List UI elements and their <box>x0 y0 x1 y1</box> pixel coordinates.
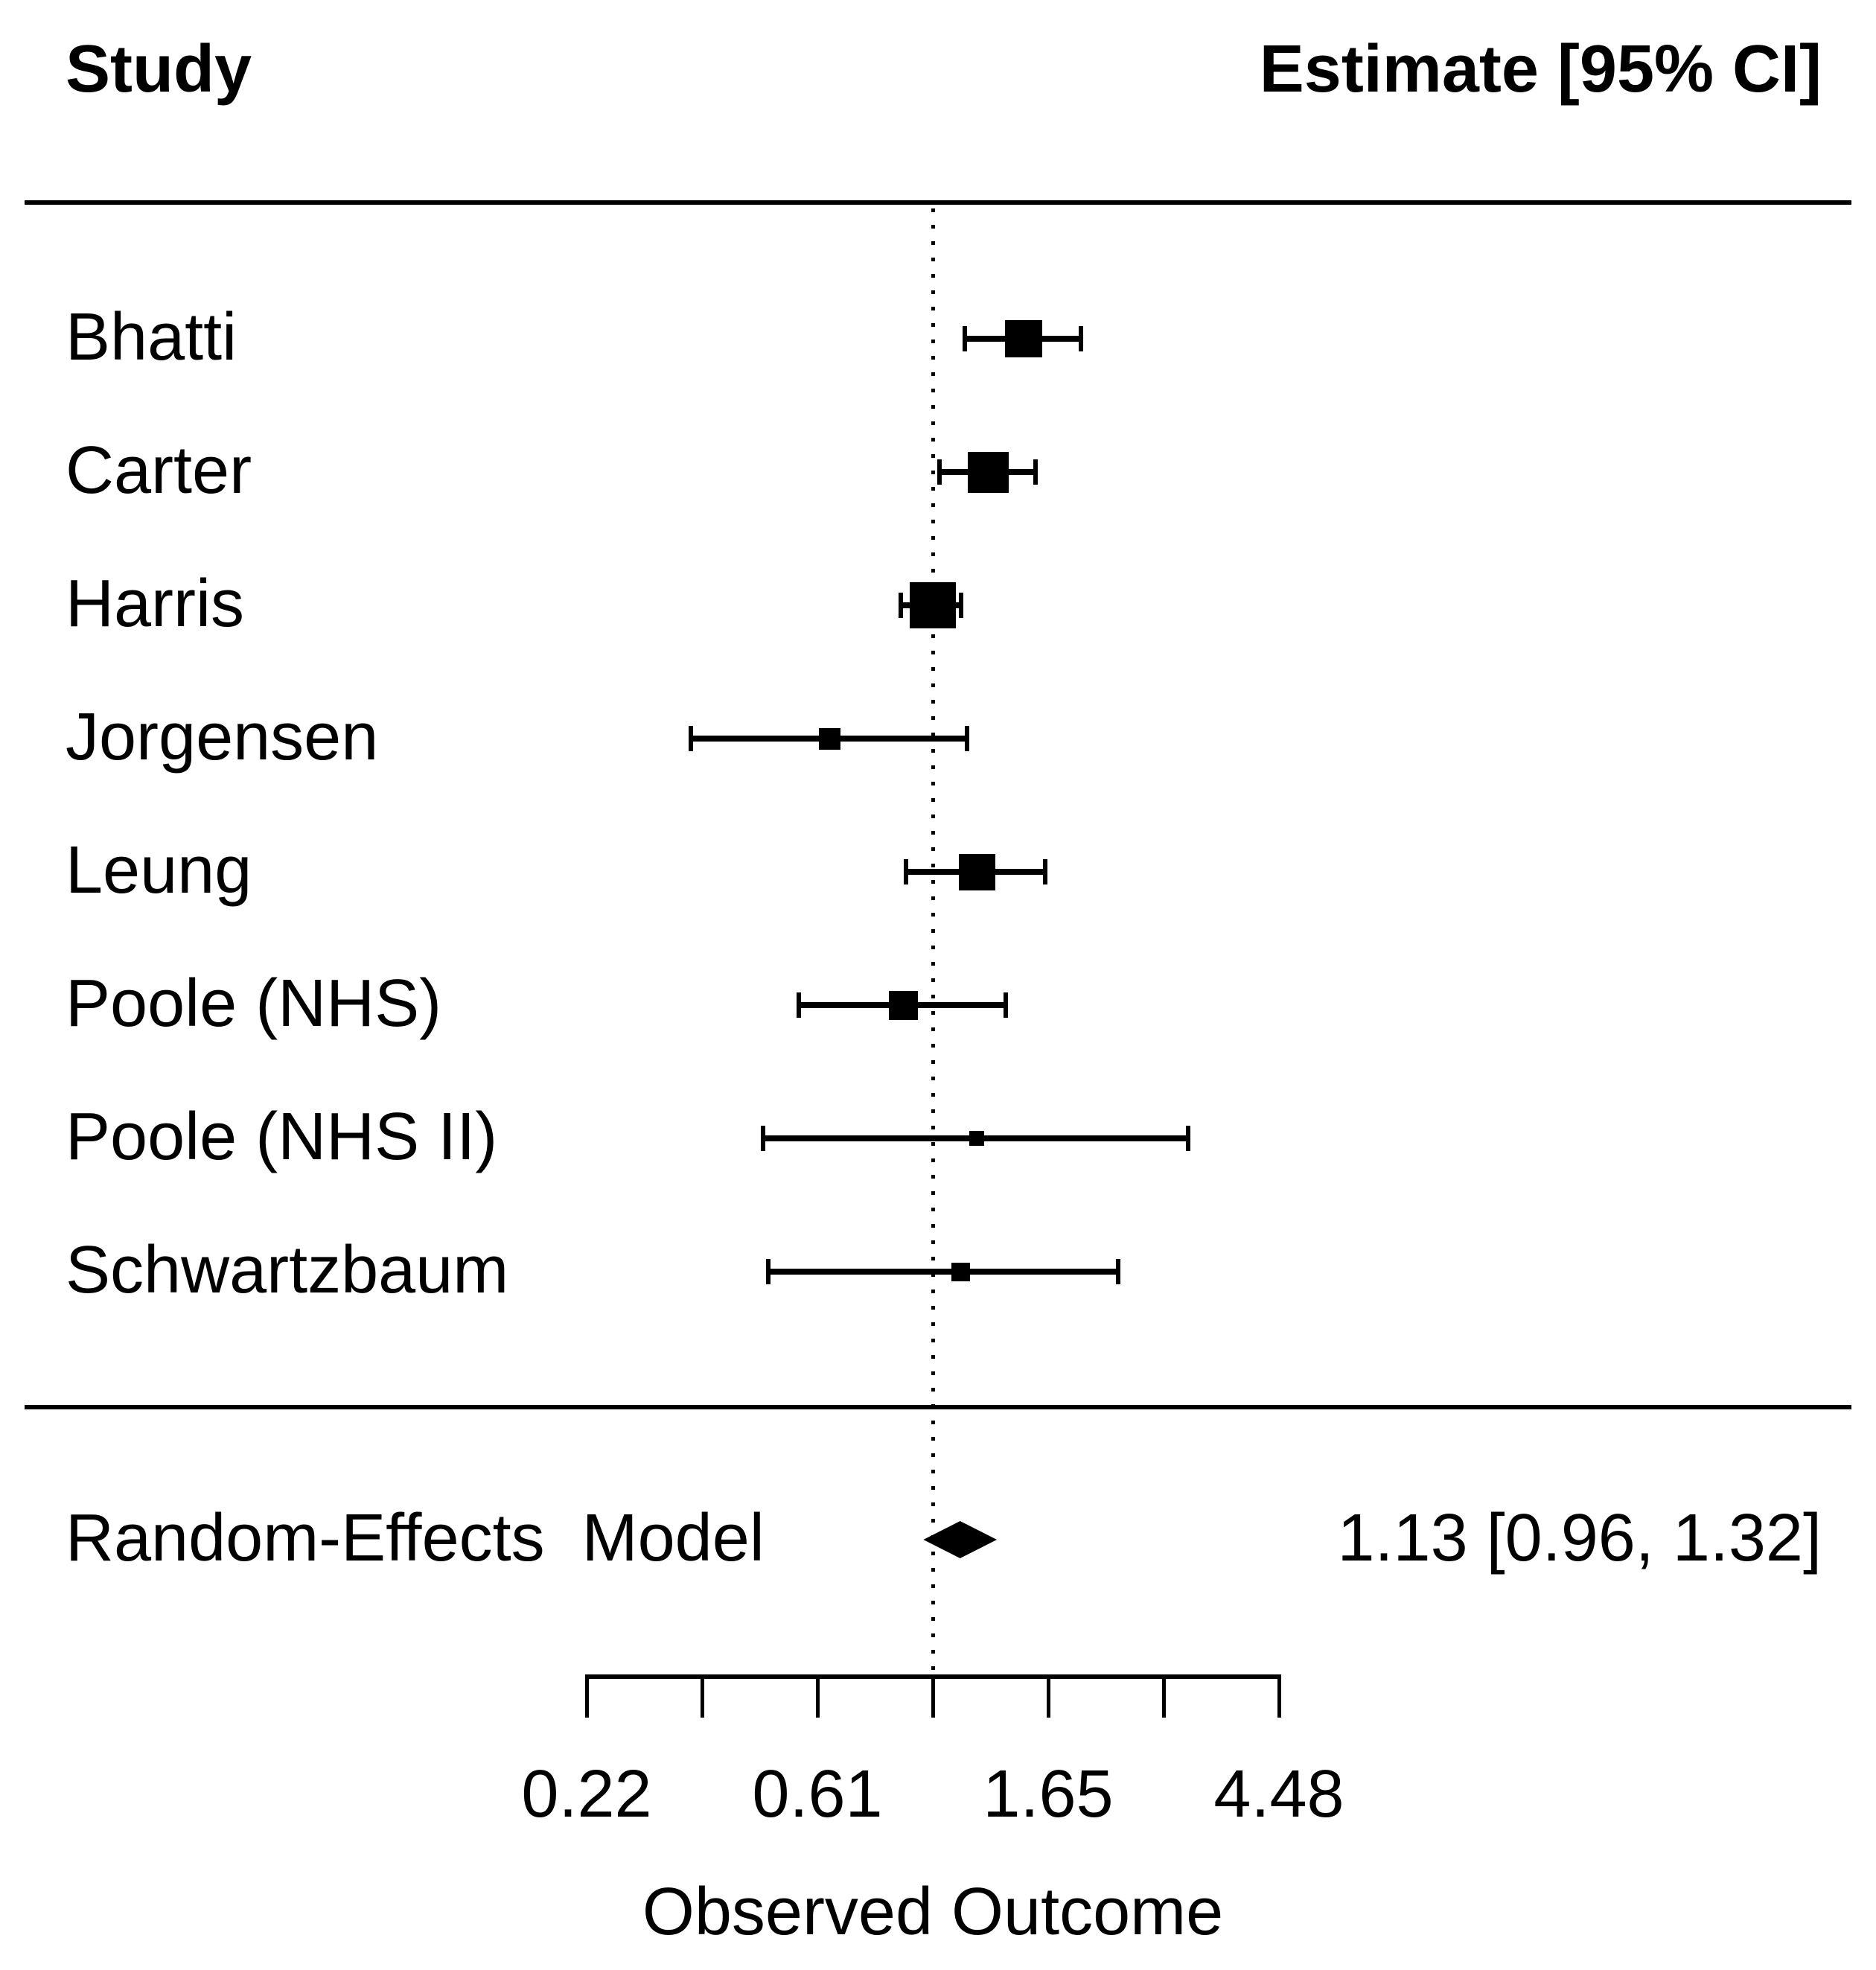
ci-cap-right <box>1078 326 1083 351</box>
ci-cap-left <box>963 326 968 351</box>
study-label: Carter <box>66 433 252 509</box>
estimate-square <box>910 582 956 628</box>
ci-cap-left <box>765 1259 770 1284</box>
estimate-square <box>958 853 995 890</box>
study-label: Poole (NHS II) <box>66 1100 498 1175</box>
ci-cap-right <box>1115 1259 1120 1284</box>
ci-cap-right <box>965 726 969 751</box>
estimate-square <box>888 990 918 1020</box>
header-divider <box>25 200 1851 205</box>
summary-divider <box>25 1405 1851 1409</box>
ci-cap-right <box>1033 459 1038 485</box>
axis-tick <box>1161 1677 1166 1718</box>
estimate-square <box>1004 320 1042 357</box>
axis-tick <box>815 1677 820 1718</box>
column-header-estimate: Estimate [95% CI] <box>1259 32 1822 107</box>
summary-label: Random-Effects Model <box>66 1501 765 1576</box>
ci-cap-right <box>1185 1126 1190 1151</box>
axis-tick-label: 0.22 <box>521 1757 652 1832</box>
axis-tick-label: 4.48 <box>1213 1757 1344 1832</box>
axis-tick <box>931 1677 935 1718</box>
ci-cap-left <box>797 992 802 1018</box>
ci-cap-left <box>761 1126 766 1151</box>
x-axis-title: Observed Outcome <box>642 1875 1224 1950</box>
estimate-square <box>969 1131 985 1146</box>
summary-estimate-text: 1.13 [0.96, 1.32] <box>1337 1501 1822 1576</box>
axis-tick <box>1277 1677 1281 1718</box>
ci-cap-left <box>898 593 903 618</box>
estimate-square <box>951 1262 971 1281</box>
estimate-square <box>819 727 841 750</box>
axis-tick <box>1046 1677 1050 1718</box>
ci-cap-left <box>688 726 693 751</box>
study-label: Schwartzbaum <box>66 1233 509 1308</box>
column-header-study: Study <box>66 32 252 107</box>
axis-tick <box>584 1677 589 1718</box>
estimate-square <box>967 451 1009 493</box>
ci-line <box>768 1269 1118 1275</box>
axis-tick-label: 1.65 <box>983 1757 1114 1832</box>
study-label: Jorgensen <box>66 700 379 775</box>
axis-tick <box>700 1677 704 1718</box>
ci-cap-right <box>958 593 963 618</box>
ci-cap-left <box>937 459 942 485</box>
reference-line <box>931 208 935 1677</box>
ci-cap-right <box>1003 992 1008 1018</box>
ci-cap-left <box>903 859 908 884</box>
axis-tick-label: 0.61 <box>752 1757 883 1832</box>
study-label: Harris <box>66 567 244 642</box>
study-label: Poole (NHS) <box>66 966 442 1042</box>
study-label: Leung <box>66 833 252 908</box>
study-label: Bhatti <box>66 300 237 375</box>
ci-cap-right <box>1043 859 1048 884</box>
